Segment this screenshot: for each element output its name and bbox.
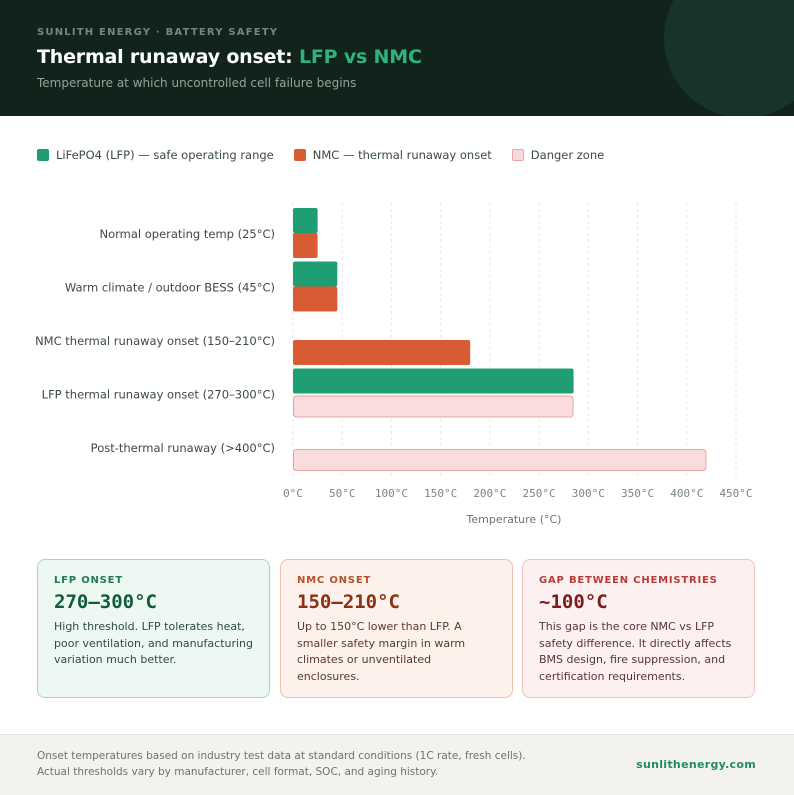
x-tick-label: 150°C	[424, 487, 457, 500]
bar-lfp	[293, 261, 338, 287]
category-label: Post-thermal runaway (>400°C)	[91, 441, 275, 455]
x-tick-label: 200°C	[473, 487, 506, 500]
legend-swatch-lfp	[37, 149, 49, 161]
decorative-circle	[664, 0, 794, 116]
legend-label-nmc: NMC — thermal runaway onset	[312, 148, 492, 162]
lfp-card-text: High threshold. LFP tolerates heat, poor…	[54, 620, 254, 666]
nmc-card-text: Up to 150°C lower than LFP. A smaller sa…	[297, 620, 466, 683]
category-label: LFP thermal runaway onset (270–300°C)	[42, 388, 275, 402]
bar-lfp	[293, 368, 574, 394]
x-tick-label: 50°C	[329, 487, 356, 500]
lfp-onset-card: LFP ONSET 270–300°C High threshold. LFP …	[37, 559, 270, 698]
bar-danger-zone	[293, 395, 574, 418]
gap-card-text: This gap is the core NMC vs LFP safety d…	[539, 620, 732, 683]
footer: Onset temperatures based on industry tes…	[0, 734, 794, 795]
x-tick-label: 0°C	[283, 487, 303, 500]
title-accent: LFP vs NMC	[299, 46, 422, 68]
header-banner: SUNLITH ENERGY · BATTERY SAFETY Thermal …	[0, 0, 794, 116]
gap-card-label: GAP BETWEEN CHEMISTRIES	[539, 575, 718, 586]
bar-danger-zone	[293, 449, 707, 471]
x-tick-label: 350°C	[621, 487, 654, 500]
nmc-card-label: NMC ONSET	[297, 575, 372, 586]
title-main: Thermal runaway onset:	[37, 46, 299, 68]
eyebrow-label: SUNLITH ENERGY · BATTERY SAFETY	[37, 27, 279, 38]
footer-note: Onset temperatures based on industry tes…	[37, 749, 557, 780]
legend-label-danger: Danger zone	[530, 148, 605, 162]
footer-note-line-1: Onset temperatures based on industry tes…	[37, 750, 526, 762]
x-tick-label: 400°C	[670, 487, 703, 500]
page-title: Thermal runaway onset: LFP vs NMC	[37, 46, 422, 68]
bar-nmc	[293, 340, 471, 365]
nmc-card-value: 150–210°C	[297, 591, 400, 613]
thermal-runaway-bar-chart: 0°C 50°C 100°C 150°C 200°C 250°C 300°C 350°C 400…	[35, 203, 753, 526]
x-tick-label: 250°C	[523, 487, 556, 500]
legend-swatch-danger	[511, 149, 524, 161]
lfp-card-label: LFP ONSET	[54, 575, 123, 586]
gap-card-value: ~100°C	[539, 591, 608, 613]
footer-brand-link[interactable]: sunlithenergy.com	[636, 758, 756, 771]
x-tick-label: 450°C	[719, 487, 752, 500]
category-label: Normal operating temp (25°C)	[99, 227, 275, 241]
legend-swatch-nmc	[293, 149, 306, 161]
x-tick-label: 100°C	[375, 487, 408, 500]
x-axis-title: Temperature (°C)	[466, 513, 562, 526]
page-subtitle: Temperature at which uncontrolled cell f…	[37, 76, 357, 90]
footer-note-line-2: Actual thresholds vary by manufacturer, …	[37, 765, 439, 778]
category-label: NMC thermal runaway onset (150–210°C)	[35, 334, 275, 348]
legend-item-lfp: LiFePO4 (LFP) — safe operating range	[37, 148, 274, 162]
x-tick-label: 300°C	[572, 487, 605, 500]
nmc-onset-card: NMC ONSET 150–210°C Up to 150°C lower th…	[280, 559, 513, 698]
bar-nmc	[293, 233, 318, 258]
legend-item-nmc: NMC — thermal runaway onset	[293, 148, 492, 162]
gap-card: GAP BETWEEN CHEMISTRIES ~100°C This gap …	[522, 559, 755, 698]
legend-item-danger: Danger zone	[511, 148, 605, 162]
bar-lfp	[293, 208, 318, 233]
lfp-card-value: 270–300°C	[54, 591, 157, 613]
category-label: Warm climate / outdoor BESS (45°C)	[65, 281, 275, 295]
legend-label-lfp: LiFePO4 (LFP) — safe operating range	[56, 148, 274, 162]
bar-nmc	[293, 286, 338, 312]
chart-legend: LiFePO4 (LFP) — safe operating range NMC…	[37, 147, 624, 163]
